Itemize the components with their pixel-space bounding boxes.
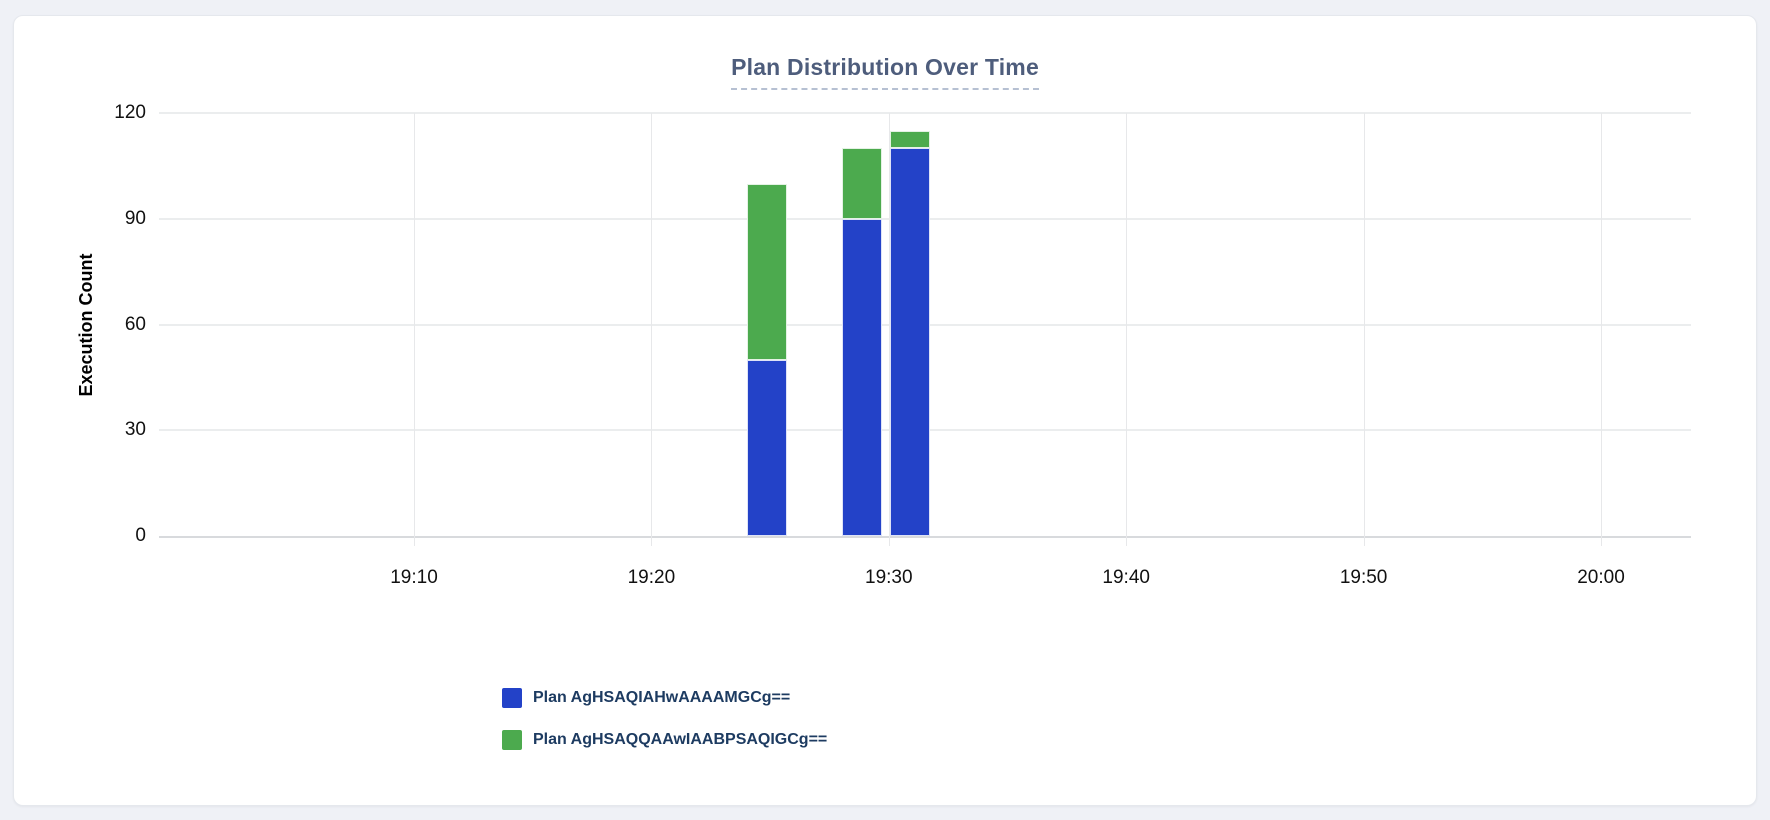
gridline-v	[651, 113, 653, 546]
y-tick-label: 30	[124, 419, 146, 441]
gridline-h	[159, 112, 1691, 114]
x-tick-label: 19:50	[1339, 567, 1388, 588]
x-tick-label: 19:40	[1102, 567, 1150, 588]
bar-segment[interactable]	[842, 148, 883, 219]
legend: Plan AgHSAQIAHwAAAAMGCg== Plan AgHSAQQAAw…	[502, 688, 827, 772]
bar-segment[interactable]	[747, 183, 788, 360]
chart-title: Plan Distribution Over Time	[731, 54, 1039, 90]
chart-title-wrap: Plan Distribution Over Time	[14, 54, 1756, 90]
gridline-v	[1363, 113, 1365, 546]
bar-1930[interactable]	[889, 130, 930, 536]
bar-1928[interactable]	[842, 148, 883, 536]
bar-1924[interactable]	[747, 183, 788, 536]
plot-area: 0 30 60 90 120 19:10 19:20 19:30 19:40 19:50 20:00	[114, 102, 1691, 588]
bar-segment[interactable]	[842, 218, 883, 536]
y-tick-label: 120	[114, 102, 146, 123]
y-tick-label: 90	[124, 207, 146, 229]
x-tick-label: 19:30	[865, 567, 913, 588]
bar-segment[interactable]	[747, 359, 788, 536]
gridline-v	[414, 113, 415, 546]
x-tick-label: 20:00	[1577, 567, 1625, 588]
chart-card: Plan Distribution Over Time Execution Co…	[13, 15, 1757, 806]
gridline-v	[888, 113, 890, 546]
y-tick-label: 0	[135, 525, 146, 546]
y-tick-label: 60	[124, 313, 146, 335]
legend-swatch-icon	[502, 730, 522, 750]
bar-segment[interactable]	[889, 148, 930, 536]
legend-label: Plan AgHSAQQAAwIAABPSAQIGCg==	[533, 731, 828, 748]
legend-swatch-icon	[502, 688, 522, 708]
legend-item[interactable]: Plan AgHSAQQAAwIAABPSAQIGCg==	[502, 730, 827, 750]
gridline-v	[1126, 113, 1128, 546]
bar-segment[interactable]	[889, 130, 930, 149]
x-tick-label: 19:20	[627, 567, 676, 588]
x-tick-label: 19:10	[390, 567, 438, 588]
legend-label: Plan AgHSAQIAHwAAAAMGCg==	[533, 689, 791, 706]
legend-item[interactable]: Plan AgHSAQIAHwAAAAMGCg==	[502, 688, 827, 708]
gridline-v	[1601, 113, 1602, 546]
